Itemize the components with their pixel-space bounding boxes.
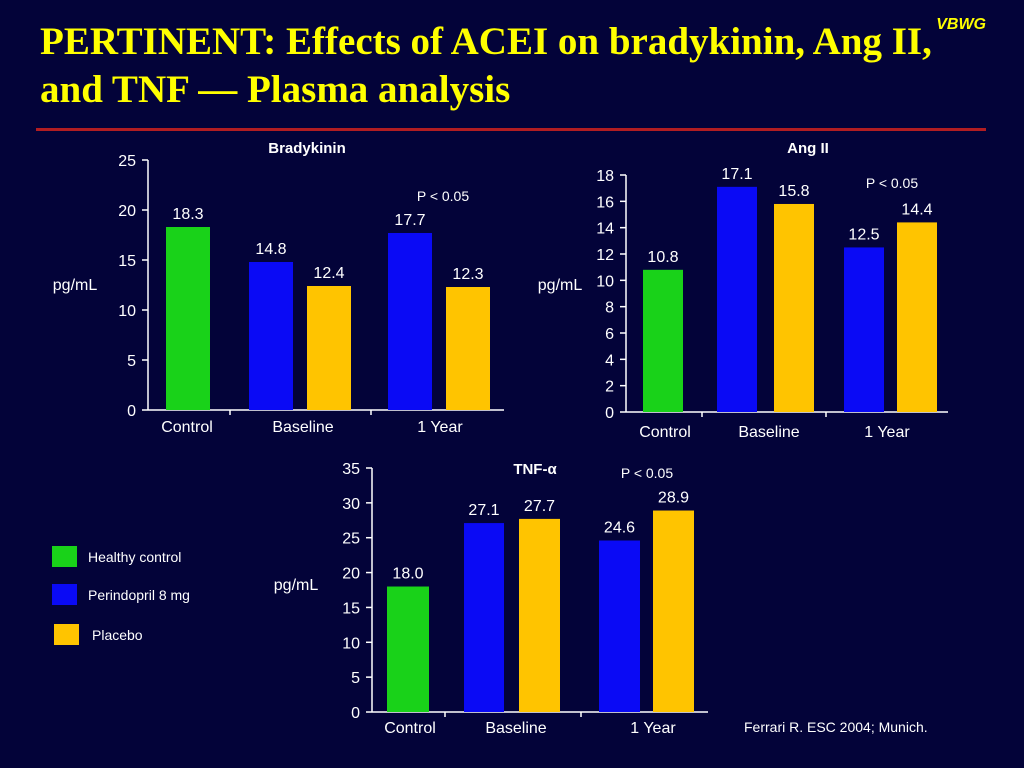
- chart-ang-ii-data-label: 17.1: [721, 166, 752, 183]
- chart-ang-ii-group-label-baseline: Baseline: [738, 424, 799, 441]
- chart-tnf-bar-control-healthy-control: [387, 586, 429, 712]
- chart-tnf-bar-baseline-placebo: [519, 518, 560, 712]
- chart-tnf-group-label-control: Control: [384, 720, 436, 737]
- legend-swatch-perindopril: [52, 584, 77, 605]
- chart-bradykinin-title: Bradykinin: [268, 140, 346, 157]
- chart-ang-ii-bar-control-healthy-control: [643, 269, 683, 412]
- chart-tnf-data-label: 27.1: [468, 502, 499, 519]
- legend-swatch-healthy-control: [52, 546, 77, 567]
- source-citation: Ferrari R. ESC 2004; Munich.: [744, 719, 928, 735]
- chart-tnf-ylabel: pg/mL: [274, 577, 319, 594]
- title-divider: [36, 128, 986, 131]
- chart-bradykinin-ytick-label: 5: [127, 353, 136, 370]
- chart-ang-ii-ytick-label: 6: [605, 326, 614, 343]
- chart-ang-ii-group-label-1-year: 1 Year: [864, 424, 910, 441]
- chart-ang-ii-bar-baseline-perindopril-8-mg: [717, 186, 757, 412]
- chart-ang-ii-ytick-label: 2: [605, 379, 614, 396]
- chart-ang-ii-ytick-label: 12: [596, 247, 614, 264]
- chart-bradykinin-ytick-label: 0: [127, 403, 136, 420]
- chart-tnf-ytick-label: 20: [342, 566, 360, 583]
- chart-bradykinin-ylabel: pg/mL: [53, 277, 98, 294]
- chart-bradykinin-ytick-label: 20: [118, 203, 136, 220]
- chart-tnf-ytick-label: 10: [342, 635, 360, 652]
- chart-bradykinin-data-label: 18.3: [172, 206, 203, 223]
- chart-tnf-bar-1-year-perindopril-8-mg: [599, 540, 640, 712]
- chart-ang-ii-ytick-label: 10: [596, 273, 614, 290]
- chart-ang-ii-title: Ang II: [787, 140, 829, 157]
- chart-ang-ii-data-label: 12.5: [848, 226, 879, 243]
- chart-tnf-bar-1-year-placebo: [653, 510, 694, 712]
- chart-bradykinin-data-label: 12.4: [313, 265, 344, 282]
- chart-ang-ii-ytick-label: 8: [605, 300, 614, 317]
- brand-logo-text: VBWG: [936, 16, 986, 33]
- chart-tnf-group-label-baseline: Baseline: [485, 720, 546, 737]
- chart-ang-ii-group-label-control: Control: [639, 424, 691, 441]
- chart-tnf-ytick-label: 25: [342, 531, 360, 548]
- chart-tnf-title: TNF-α: [513, 461, 557, 478]
- chart-tnf-data-label: 28.9: [658, 490, 689, 507]
- chart-bradykinin-ytick-label: 15: [118, 253, 136, 270]
- chart-ang-ii-data-label: 15.8: [778, 183, 809, 200]
- chart-ang-ii-ytick-label: 16: [596, 194, 614, 211]
- chart-ang-ii-ytick-label: 18: [596, 168, 614, 185]
- legend-swatch-placebo: [54, 624, 79, 645]
- chart-bradykinin-bar-1-year-perindopril-8-mg: [388, 233, 432, 410]
- chart-bradykinin-data-label: 17.7: [394, 212, 425, 229]
- chart-tnf-data-label: 27.7: [524, 498, 555, 515]
- chart-bradykinin-bar-baseline-placebo: [307, 286, 351, 410]
- chart-tnf-ytick-label: 5: [351, 670, 360, 687]
- chart-ang-ii-bar-1-year-placebo: [897, 222, 937, 412]
- chart-tnf-bar-baseline-perindopril-8-mg: [464, 523, 504, 712]
- chart-tnf-ytick-label: 15: [342, 600, 360, 617]
- chart-ang-ii-bar-1-year-perindopril-8-mg: [844, 247, 884, 412]
- legend-label-perindopril: Perindopril 8 mg: [88, 587, 190, 603]
- slide-title: PERTINENT: Effects of ACEI on bradykinin…: [40, 20, 932, 111]
- chart-tnf-ytick-label: 0: [351, 705, 360, 722]
- legend-label-placebo: Placebo: [92, 627, 143, 643]
- chart-bradykinin-data-label: 12.3: [452, 266, 483, 283]
- chart-bradykinin-ytick-label: 10: [118, 303, 136, 320]
- chart-ang-ii-ytick-label: 4: [605, 352, 614, 369]
- chart-ang-ii-ytick-label: 14: [596, 221, 614, 238]
- chart-ang-ii-ylabel: pg/mL: [538, 277, 583, 294]
- chart-tnf-data-label: 24.6: [604, 520, 635, 537]
- chart-bradykinin-pvalue: P < 0.05: [417, 188, 470, 204]
- chart-tnf-ytick-label: 30: [342, 496, 360, 513]
- chart-bradykinin-bar-control-healthy-control: [166, 227, 210, 410]
- chart-tnf-data-label: 18.0: [392, 566, 423, 583]
- chart-tnf-group-label-1-year: 1 Year: [630, 720, 676, 737]
- legend-label-healthy-control: Healthy control: [88, 549, 182, 565]
- chart-ang-ii-pvalue: P < 0.05: [866, 175, 919, 191]
- chart-tnf-pvalue: P < 0.05: [621, 465, 674, 481]
- chart-bradykinin-group-label-1-year: 1 Year: [417, 419, 463, 436]
- chart-ang-ii-bar-baseline-placebo: [774, 203, 814, 412]
- chart-ang-ii-data-label: 10.8: [647, 249, 678, 266]
- chart-bradykinin-group-label-control: Control: [161, 419, 213, 436]
- chart-tnf-ytick-label: 35: [342, 461, 360, 478]
- chart-bradykinin-group-label-baseline: Baseline: [272, 419, 333, 436]
- chart-ang-ii-data-label: 14.4: [901, 201, 932, 218]
- chart-ang-ii-ytick-label: 0: [605, 405, 614, 422]
- chart-bradykinin-data-label: 14.8: [255, 241, 286, 258]
- chart-bradykinin-bar-1-year-placebo: [446, 287, 490, 410]
- chart-bradykinin-bar-baseline-perindopril-8-mg: [249, 262, 293, 410]
- chart-bradykinin-ytick-label: 25: [118, 153, 136, 170]
